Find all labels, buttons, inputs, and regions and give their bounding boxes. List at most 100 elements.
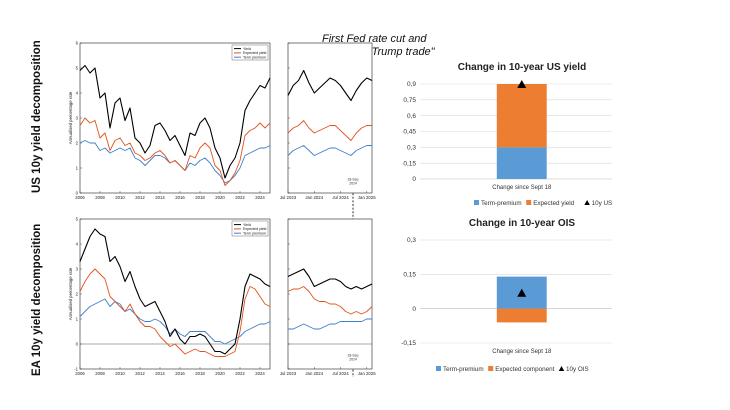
ea_short-series-expected-yield: [287, 286, 373, 315]
us_long-legend-label: Term premium: [243, 55, 266, 59]
us_long-xtick-label: 2010: [115, 195, 125, 200]
us_long-ylabel: Annualised percentage rate: [68, 91, 73, 144]
ea_bar-title: Change in 10-year OIS: [469, 218, 575, 229]
us_short-xtick-label: Jul 2023: [280, 195, 297, 200]
ea_long-chart: -1 0 1 2 3 4 5 2006 2008 2010 2012 2014 2016 2018 2020…: [68, 216, 271, 376]
us-row-label: US 10y yield decomposition: [31, 40, 43, 193]
ea_long-xtick-label: 2006: [75, 371, 85, 376]
us_bar-ytick-label: 0,15: [403, 160, 416, 167]
us_bar-legend-swatch: [526, 200, 532, 205]
ea_short-series-yield: [287, 268, 373, 290]
ea_bar-legend-label: 10y OIS: [566, 366, 589, 373]
ea_long-ytick-label: 3: [76, 266, 79, 271]
us_bar-ytick-label: 0,6: [407, 113, 416, 120]
ea_long-ytick-label: -1: [74, 366, 78, 371]
us_long-xtick-label: 2014: [155, 195, 165, 200]
ea_bar-marker-triangle: [517, 288, 527, 297]
ea_long-xtick-label: 2022: [235, 371, 245, 376]
us_long-ytick-label: 0: [76, 190, 79, 195]
us_bar-ytick-label: 0,45: [403, 129, 416, 136]
ea_bar-category-label: Change since Sept 18: [492, 349, 552, 355]
ea_long-ytick-label: 4: [76, 241, 79, 246]
us_short-xtick-label: Jan 2024: [305, 195, 323, 200]
sep-marker-box: [345, 352, 361, 362]
ea_long-xtick-label: 2016: [175, 371, 185, 376]
us_long-xtick-label: 2022: [235, 195, 245, 200]
us_bar-legend-label: 10y US: [592, 200, 613, 207]
us_long-ytick-label: 3: [76, 115, 79, 120]
ea_bar-ytick-label: -0,15: [401, 340, 416, 347]
us_bar-legend-triangle: [584, 200, 590, 205]
us_long-legend-label: Yield: [243, 47, 251, 51]
us_long-xtick-label: 2006: [75, 195, 85, 200]
us_long-xtick-label: 2024: [255, 195, 265, 200]
us_bar-legend-label: Term-premium: [481, 200, 522, 207]
sep-marker-label-year: 2024: [349, 182, 357, 186]
us_short-plot-frame: [287, 42, 373, 194]
ea_bar-legend-label: Term-premium: [443, 366, 484, 373]
ea_short-series-term-premium: [288, 318, 372, 330]
ea_long-xtick-label: 2018: [195, 371, 205, 376]
us_short-chart: Jul 2023 Jan 2024 Jul 2024 Jan 2025: [280, 42, 376, 200]
ea_long-ytick-label: 0: [76, 341, 79, 346]
us_short-xtick-label: Jan 2025: [358, 195, 376, 200]
us_long-ytick-label: 5: [76, 65, 79, 70]
ea_long-plot-frame: [79, 218, 271, 370]
ea_bar-ytick-label: 0,3: [407, 237, 416, 244]
ea_bar-legend-swatch: [436, 366, 441, 371]
ea_long-ytick-label: 2: [76, 291, 79, 296]
us_long-series-yield: [79, 64, 271, 179]
ea_long-xtick-label: 2010: [115, 371, 125, 376]
us_long-xtick-label: 2020: [215, 195, 225, 200]
ea_long-xtick-label: 2014: [155, 371, 165, 376]
ea_short-xtick-label: Jan 2025: [358, 371, 376, 376]
us_bar-ytick-label: 0: [412, 176, 416, 183]
us_long-ytick-label: 2: [76, 140, 79, 145]
us_bar-legend-label: Expected yield: [533, 200, 574, 207]
us_bar-category-label: Change since Sept 18: [492, 185, 552, 191]
us_bar-legend-swatch: [474, 200, 479, 205]
us_bar-chart: Change in 10-year US yield 0 0,15 0,3 0,45 0,…: [403, 62, 612, 207]
ea_long-series-yield: [79, 228, 271, 355]
ea_long-xtick-label: 2020: [215, 371, 225, 376]
us_long-ytick-label: 6: [76, 40, 79, 45]
us_short-series-term-premium: [287, 145, 372, 156]
ea_long-series-expected-yield: [79, 268, 271, 357]
sep-marker-box: [345, 176, 361, 186]
ea_long-legend-label: Term premium: [243, 231, 266, 235]
ea_short-chart: Jul 2023 Jan 2024 Jul 2024 Jan 2025: [280, 218, 376, 376]
ea_bar-ytick-label: 0,15: [403, 272, 416, 279]
ea_long-xtick-label: 2008: [95, 371, 105, 376]
us_bar-bar-term-premium: [496, 147, 547, 179]
ea-row-label: EA 10y yield decomposition: [31, 224, 43, 376]
us_long-xtick-label: 2012: [135, 195, 145, 200]
us_short-series-expected-yield: [287, 120, 372, 141]
us_long-legend-label: Expected yield: [243, 51, 266, 55]
us_bar-bar-expected-yield: [496, 84, 547, 148]
us_long-xtick-label: 2016: [175, 195, 185, 200]
us_long-ytick-label: 1: [76, 165, 79, 170]
ea_long-ytick-label: 1: [76, 316, 79, 321]
us_long-chart: 0 1 2 3 4 5 6 2006 2008 2010 2012 2014 2016 2018 2020 2…: [68, 40, 271, 200]
annotation-line-1: First Fed rate cut and: [322, 33, 427, 45]
ea_long-legend-label: Yield: [243, 223, 251, 227]
ea_bar-legend-swatch: [488, 366, 494, 371]
us_long-series-expected-yield: [79, 117, 271, 186]
ea_bar-chart: Change in 10-year OIS -0,15 0 0,15 0,3 Change…: [401, 218, 612, 373]
ea_bar-legend-triangle: [558, 366, 565, 371]
us_short-series-yield: [287, 69, 373, 102]
ea_short-plot-frame: [287, 218, 373, 370]
sep-marker-label-date: 18-Sep: [348, 178, 359, 182]
ea_short-xtick-label: Jul 2024: [332, 371, 349, 376]
us_short-xtick-label: Jul 2024: [332, 195, 349, 200]
us_long-ytick-label: 4: [76, 90, 79, 95]
us_bar-ytick-label: 0,3: [407, 145, 416, 152]
us_long-xtick-label: 2018: [195, 195, 205, 200]
ea_long-ylabel: Annualised percentage rate: [68, 267, 73, 320]
ea_bar-legend-label: Expected component: [495, 366, 554, 373]
us_bar-marker-triangle: [517, 79, 527, 89]
ea_short-xtick-label: Jan 2024: [305, 371, 323, 376]
ea_long-xtick-label: 2024: [255, 371, 265, 376]
